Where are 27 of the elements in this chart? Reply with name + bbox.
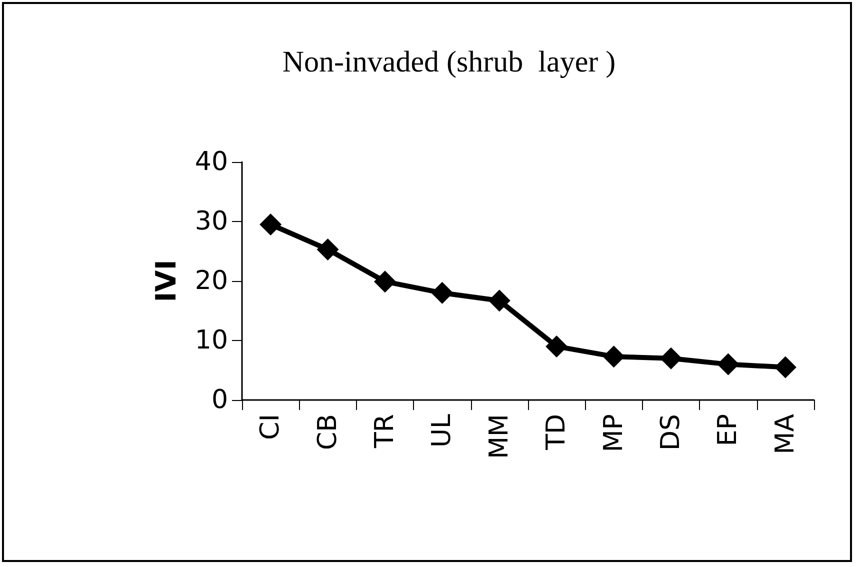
x-tick-label: MA (770, 414, 800, 454)
y-tick-label: 0 (211, 385, 228, 415)
y-tick-label: 20 (194, 266, 228, 296)
y-tick-label: 30 (194, 206, 228, 236)
point (546, 335, 568, 358)
x-tick-label: EP (713, 414, 744, 446)
x-tick-label: UL (427, 413, 458, 448)
x-tick-label: TR (370, 414, 400, 449)
x-tick-label: MP (598, 414, 629, 452)
x-tick-label: CB (312, 414, 343, 450)
chart-title: Non-invaded (shrub layer ) (282, 46, 616, 78)
x-tick-label: CI (256, 414, 286, 440)
point (260, 213, 282, 236)
point (431, 282, 454, 304)
point (717, 353, 740, 376)
x-tick-label: DS (656, 414, 686, 451)
point (316, 238, 339, 260)
y-axis-title: IVI (150, 260, 182, 302)
y-tick-label: 10 (194, 326, 228, 356)
point (488, 290, 510, 312)
point (774, 356, 796, 378)
point (602, 346, 625, 368)
x-tick-label: MM (484, 414, 514, 459)
point (374, 270, 396, 293)
x-tick-label: TD (542, 414, 572, 451)
point (660, 347, 682, 370)
y-tick-label: 40 (194, 147, 228, 177)
